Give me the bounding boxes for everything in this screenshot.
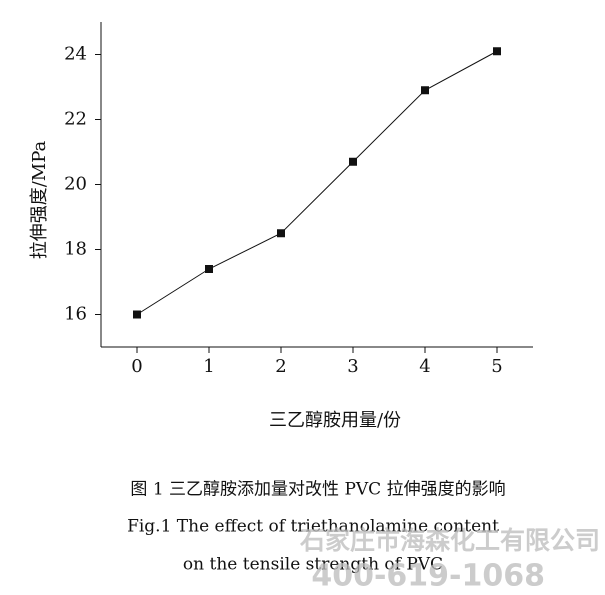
y-tick-label: 18	[64, 239, 87, 260]
x-tick-label: 2	[275, 356, 286, 377]
x-tick-label: 1	[203, 356, 214, 377]
marker	[349, 157, 357, 166]
marker	[133, 310, 141, 319]
x-tick-label: 0	[131, 356, 142, 377]
y-tick-label: 22	[64, 109, 87, 130]
x-tick-label: 4	[419, 356, 430, 377]
watermark: 石家庄市海森化工有限公司	[299, 526, 600, 555]
marker	[493, 47, 501, 56]
x-tick-label: 5	[491, 356, 502, 377]
x-tick-label: 3	[347, 356, 358, 377]
marker	[421, 86, 429, 95]
x-axis-label: 三乙醇胺用量/份	[269, 410, 401, 431]
y-tick-label: 16	[64, 304, 87, 325]
line	[136, 50, 498, 315]
watermark: 400-619-1068	[311, 559, 545, 594]
caption-cn: 图 1 三乙醇胺添加量对改性 PVC 拉伸强度的影响	[130, 480, 505, 500]
y-axis-label: 拉伸强度/MPa	[29, 140, 50, 259]
y-tick-label: 24	[64, 44, 87, 65]
marker	[277, 229, 285, 238]
caption-en: Fig.1 The effect of triethanolamine cont…	[127, 517, 499, 537]
y-tick-label: 20	[64, 174, 87, 195]
caption-en: on the tensile strength of PVC	[183, 555, 443, 575]
marker	[205, 265, 213, 273]
